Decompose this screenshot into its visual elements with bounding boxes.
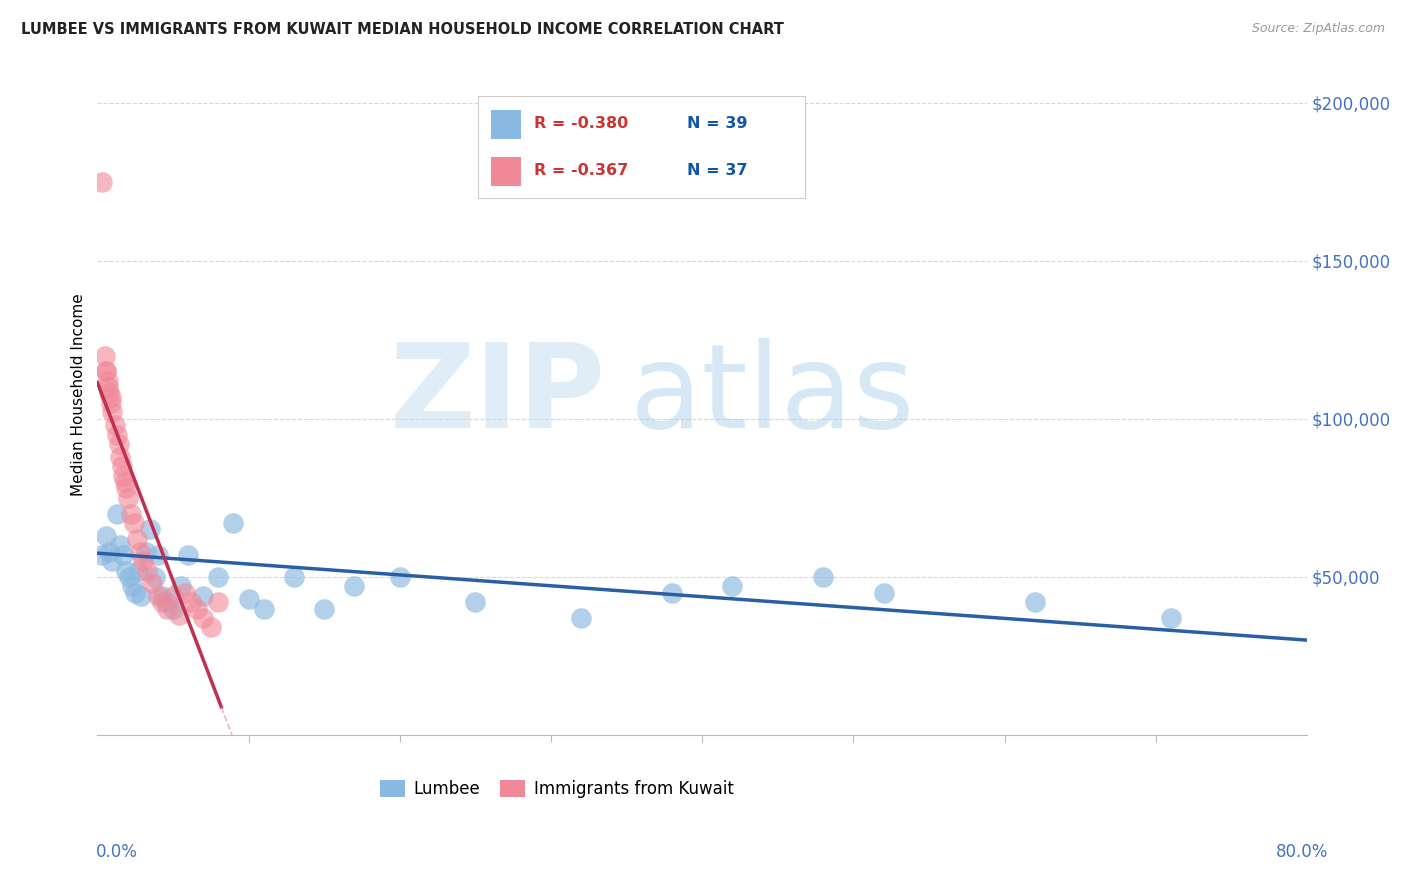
Point	[129, 589, 152, 603]
Point	[222, 516, 245, 530]
Point	[117, 491, 139, 505]
Point	[156, 595, 179, 609]
Point	[121, 579, 143, 593]
Point	[661, 585, 683, 599]
Point	[108, 450, 131, 464]
Point	[104, 418, 127, 433]
Point	[110, 459, 132, 474]
Point	[118, 570, 141, 584]
Point	[105, 427, 128, 442]
Point	[132, 554, 155, 568]
Y-axis label: Median Household Income: Median Household Income	[72, 293, 86, 497]
Point	[98, 386, 121, 401]
Point	[569, 611, 592, 625]
Point	[238, 592, 260, 607]
Point	[124, 585, 146, 599]
Point	[721, 579, 744, 593]
Point	[811, 570, 834, 584]
Point	[283, 570, 305, 584]
Point	[186, 601, 208, 615]
Point	[200, 620, 222, 634]
Text: Source: ZipAtlas.com: Source: ZipAtlas.com	[1251, 22, 1385, 36]
Point	[122, 516, 145, 530]
Point	[207, 595, 229, 609]
Point	[314, 601, 336, 615]
Point	[139, 523, 162, 537]
Point	[120, 507, 142, 521]
Point	[253, 601, 276, 615]
Point	[96, 529, 118, 543]
Point	[193, 589, 215, 603]
Point	[115, 481, 138, 495]
Legend: Lumbee, Immigrants from Kuwait: Lumbee, Immigrants from Kuwait	[374, 773, 741, 805]
Text: 0.0%: 0.0%	[96, 843, 138, 861]
Point	[207, 570, 229, 584]
Point	[150, 589, 173, 603]
Point	[343, 579, 366, 593]
Point	[108, 538, 131, 552]
Point	[100, 396, 122, 410]
Point	[128, 544, 150, 558]
Point	[180, 595, 202, 609]
Point	[107, 437, 129, 451]
Point	[97, 380, 120, 394]
Point	[105, 507, 128, 521]
Point	[141, 576, 163, 591]
Text: ZIP: ZIP	[389, 337, 606, 452]
Point	[146, 589, 169, 603]
Point	[162, 589, 184, 603]
Point	[101, 405, 124, 419]
Point	[388, 570, 411, 584]
Point	[90, 175, 112, 189]
Point	[1160, 611, 1182, 625]
Point	[100, 390, 122, 404]
Point	[872, 585, 894, 599]
Point	[464, 595, 486, 609]
Point	[94, 349, 117, 363]
Point	[1024, 595, 1046, 609]
Point	[127, 564, 149, 578]
Point	[136, 564, 159, 578]
Point	[177, 548, 200, 562]
Point	[97, 374, 120, 388]
Point	[156, 601, 179, 615]
Point	[167, 607, 190, 622]
Point	[101, 554, 124, 568]
Text: LUMBEE VS IMMIGRANTS FROM KUWAIT MEDIAN HOUSEHOLD INCOME CORRELATION CHART: LUMBEE VS IMMIGRANTS FROM KUWAIT MEDIAN …	[21, 22, 785, 37]
Point	[146, 548, 169, 562]
Point	[125, 532, 148, 546]
Point	[143, 570, 166, 584]
Point	[96, 364, 118, 378]
Point	[174, 585, 197, 599]
Point	[114, 475, 136, 489]
Point	[135, 544, 157, 558]
Point	[112, 468, 135, 483]
Text: atlas: atlas	[630, 337, 915, 452]
Point	[162, 601, 184, 615]
Point	[112, 548, 135, 562]
Point	[90, 548, 112, 562]
Point	[193, 611, 215, 625]
Point	[169, 579, 191, 593]
Point	[96, 364, 118, 378]
Text: 80.0%: 80.0%	[1277, 843, 1329, 861]
Point	[115, 564, 138, 578]
Point	[150, 595, 173, 609]
Point	[98, 544, 121, 558]
